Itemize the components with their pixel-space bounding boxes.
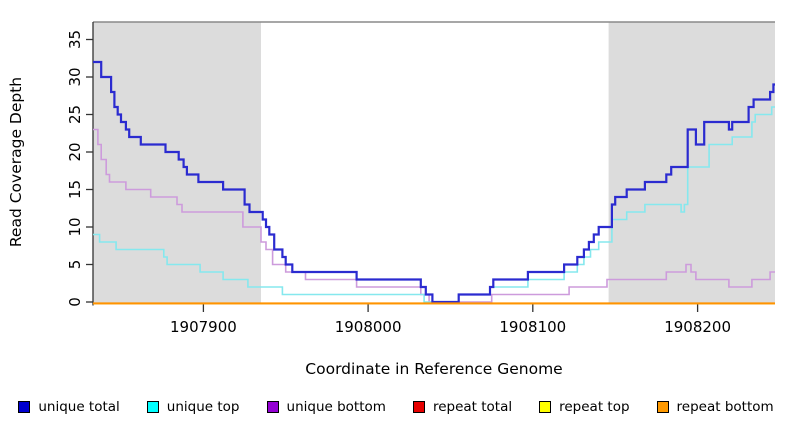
legend-item-repeat-top: repeat top xyxy=(539,399,630,415)
shaded-region xyxy=(93,22,261,304)
legend-item-repeat-bottom: repeat bottom xyxy=(656,399,774,415)
x-tick-label: 1908200 xyxy=(664,318,731,336)
repeat-bottom-swatch xyxy=(656,401,669,413)
x-tick-label: 1908000 xyxy=(335,318,402,336)
y-axis-title: Read Coverage Depth xyxy=(7,77,25,247)
y-tick-label: 20 xyxy=(66,142,84,161)
legend-label: unique total xyxy=(38,399,120,415)
series-unique-total xyxy=(93,60,775,304)
coverage-plot: Coordinate in Reference Genome Read Cove… xyxy=(7,21,775,378)
x-axis-title: Coordinate in Reference Genome xyxy=(305,360,562,378)
legend-item-unique-total: unique total xyxy=(18,399,120,415)
y-tick-label: 30 xyxy=(66,67,84,86)
y-tick-label: 5 xyxy=(66,260,84,270)
y-tick-label: 0 xyxy=(66,297,84,307)
legend-label: unique bottom xyxy=(286,399,386,415)
y-tick-label: 25 xyxy=(66,105,84,124)
series-unique-bottom xyxy=(93,128,775,303)
legend-label: repeat bottom xyxy=(676,399,774,415)
legend-item-unique-bottom: unique bottom xyxy=(266,399,386,415)
legend-label: unique top xyxy=(166,399,240,415)
x-tick-label: 1908100 xyxy=(499,318,566,336)
y-tick-label: 15 xyxy=(66,180,84,199)
legend: unique total unique top unique bottom repea… xyxy=(0,399,792,415)
shaded-region xyxy=(608,22,775,304)
repeat-top-swatch xyxy=(539,401,552,413)
y-tick-label: 35 xyxy=(66,30,84,49)
x-tick-label: 1907900 xyxy=(170,318,237,336)
repeat-total-swatch xyxy=(412,401,425,413)
legend-item-unique-top: unique top xyxy=(146,399,240,415)
legend-item-repeat-total: repeat total xyxy=(412,399,513,415)
series-unique-top xyxy=(93,106,775,303)
legend-label: repeat total xyxy=(432,399,513,415)
unique-bottom-swatch xyxy=(266,401,279,413)
legend-label: repeat top xyxy=(559,399,630,415)
y-tick-label: 10 xyxy=(66,217,84,236)
unique-total-swatch xyxy=(18,401,31,413)
unique-top-swatch xyxy=(146,401,159,413)
